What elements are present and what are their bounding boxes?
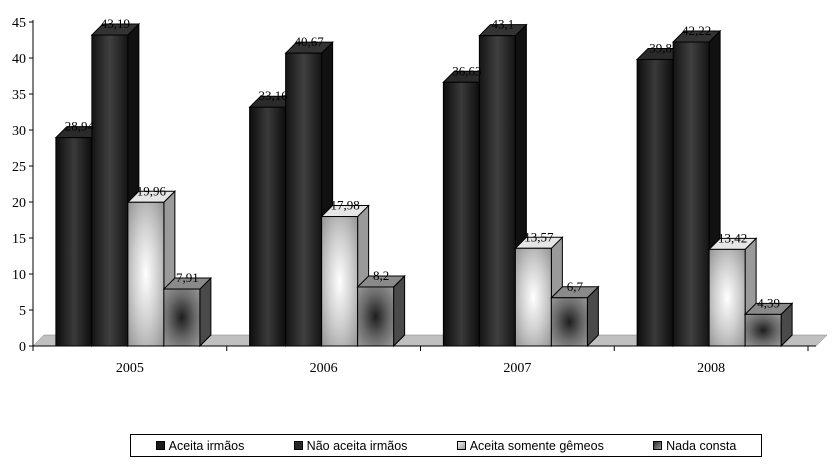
data-label: 40,67	[295, 34, 325, 49]
data-label: 6,7	[567, 279, 584, 294]
x-tick-label: 2008	[697, 361, 725, 376]
data-label: 39,8	[649, 40, 672, 55]
data-label: 33,16	[259, 88, 289, 103]
data-label: 43,1	[492, 17, 515, 32]
y-tick-label: 15	[12, 232, 26, 247]
y-tick-label: 25	[12, 160, 26, 175]
y-tick-label: 40	[12, 52, 26, 67]
bar	[356, 274, 406, 348]
y-tick-label: 0	[19, 340, 26, 355]
legend: Aceita irmãos Não aceita irmãos Aceita som…	[130, 434, 762, 457]
legend-swatch	[653, 441, 663, 450]
data-label: 36,63	[452, 63, 481, 78]
legend-swatch	[456, 441, 466, 450]
legend-item: Nada consta	[653, 439, 736, 453]
bar	[162, 276, 213, 348]
data-label: 28,94	[65, 119, 95, 134]
bar	[126, 190, 177, 348]
data-label: 42,22	[682, 23, 711, 38]
data-label: 17,98	[331, 198, 360, 213]
data-label: 13,42	[718, 230, 747, 245]
y-tick-label: 45	[12, 16, 26, 31]
legend-item: Não aceita irmãos	[293, 438, 408, 453]
legend-label: Aceita irmãos	[168, 438, 245, 453]
data-label: 13,57	[524, 229, 554, 244]
data-label: 4,39	[757, 295, 780, 310]
data-label: 19,96	[137, 183, 167, 198]
y-tick-label: 5	[19, 304, 26, 319]
legend-label: Não aceita irmãos	[306, 438, 408, 453]
x-tick-label: 2005	[116, 361, 144, 376]
x-tick-label: 2007	[503, 361, 531, 376]
y-tick-label: 20	[12, 196, 26, 211]
x-tick-label: 2006	[310, 361, 338, 376]
y-tick-label: 10	[12, 268, 26, 283]
legend-swatch	[155, 441, 165, 450]
y-tick-label: 35	[12, 88, 26, 103]
data-label: 43,19	[101, 16, 130, 31]
legend-label: Nada consta	[666, 438, 737, 453]
bar	[284, 40, 334, 348]
legend-label: Aceita somente gêmeos	[469, 438, 604, 453]
legend-item: Aceita somente gêmeos	[456, 438, 604, 453]
data-label: 8,2	[373, 268, 389, 283]
data-label: 7,91	[176, 270, 199, 285]
legend-item: Aceita irmãos	[155, 438, 245, 453]
bar	[550, 285, 600, 348]
bar	[743, 302, 794, 348]
legend-swatch	[293, 441, 303, 450]
y-tick-label: 30	[12, 124, 26, 139]
